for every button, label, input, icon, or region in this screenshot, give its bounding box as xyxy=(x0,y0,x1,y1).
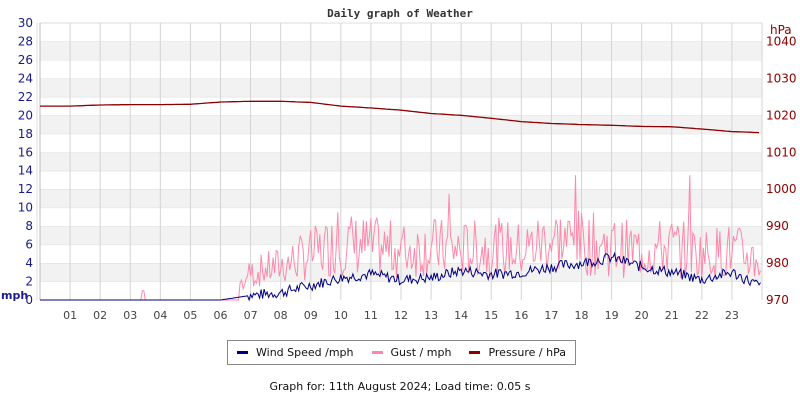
svg-text:11: 11 xyxy=(364,309,378,322)
svg-text:04: 04 xyxy=(153,309,167,322)
svg-text:990: 990 xyxy=(766,219,789,233)
footer-status: Graph for: 11th August 2024; Load time: … xyxy=(269,380,531,393)
svg-text:1020: 1020 xyxy=(766,108,797,122)
hour-gridlines xyxy=(69,23,763,300)
legend-item-gust: Gust / mph xyxy=(371,346,452,359)
svg-text:16: 16 xyxy=(18,145,33,159)
svg-text:30: 30 xyxy=(18,16,33,30)
chart-legend: Wind Speed /mph Gust / mph Pressure / hP… xyxy=(227,340,576,365)
wind-speed-swatch-icon xyxy=(237,351,248,354)
svg-text:02: 02 xyxy=(93,309,107,322)
svg-text:2: 2 xyxy=(25,275,33,289)
svg-text:19: 19 xyxy=(605,309,619,322)
legend-label: Wind Speed /mph xyxy=(256,346,354,359)
legend-label: Pressure / hPa xyxy=(488,346,566,359)
svg-text:1030: 1030 xyxy=(766,71,797,85)
svg-text:1010: 1010 xyxy=(766,145,797,159)
svg-text:28: 28 xyxy=(18,34,33,48)
svg-text:16: 16 xyxy=(514,309,528,322)
y-axis-right-unit: hPa xyxy=(770,23,792,37)
pressure-swatch-icon xyxy=(469,351,481,354)
svg-text:07: 07 xyxy=(244,309,258,322)
svg-text:13: 13 xyxy=(424,309,438,322)
pressure-series-line xyxy=(40,100,760,134)
svg-text:24: 24 xyxy=(18,71,33,85)
svg-text:03: 03 xyxy=(123,309,137,322)
wind-speed-series-line xyxy=(40,251,761,302)
svg-text:23: 23 xyxy=(725,309,739,322)
svg-text:1040: 1040 xyxy=(766,34,797,48)
svg-text:12: 12 xyxy=(394,309,408,322)
svg-text:14: 14 xyxy=(18,164,33,178)
legend-item-wind-speed: Wind Speed /mph xyxy=(237,346,354,359)
svg-text:20: 20 xyxy=(635,309,649,322)
svg-text:18: 18 xyxy=(575,309,589,322)
legend-label: Gust / mph xyxy=(390,346,452,359)
svg-text:22: 22 xyxy=(695,309,709,322)
svg-text:8: 8 xyxy=(25,219,33,233)
svg-text:12: 12 xyxy=(18,182,33,196)
svg-text:01: 01 xyxy=(63,309,77,322)
svg-text:20: 20 xyxy=(18,108,33,122)
svg-text:26: 26 xyxy=(18,53,33,67)
svg-text:970: 970 xyxy=(766,293,789,307)
x-axis-ticks: 01 02 03 04 05 06 07 08 09 10 11 12 13 14 15 16 17 18 19 20… xyxy=(63,309,739,322)
svg-text:08: 08 xyxy=(274,309,288,322)
legend-item-pressure: Pressure / hPa xyxy=(469,346,566,359)
svg-text:1000: 1000 xyxy=(766,182,797,196)
y-axis-right-ticks: 970 980 990 1000 1010 1020 1030 1040 xyxy=(766,34,797,307)
svg-text:0: 0 xyxy=(25,293,33,307)
svg-text:10: 10 xyxy=(334,309,348,322)
svg-text:09: 09 xyxy=(304,309,318,322)
chart-title: Daily graph of Weather xyxy=(327,7,473,20)
svg-text:10: 10 xyxy=(18,201,33,215)
svg-text:18: 18 xyxy=(18,127,33,141)
svg-text:980: 980 xyxy=(766,256,789,270)
svg-text:4: 4 xyxy=(25,256,33,270)
svg-text:05: 05 xyxy=(183,309,197,322)
svg-text:15: 15 xyxy=(484,309,498,322)
svg-text:14: 14 xyxy=(454,309,468,322)
gust-swatch-icon xyxy=(371,351,383,354)
svg-text:06: 06 xyxy=(214,309,228,322)
svg-text:6: 6 xyxy=(25,238,33,252)
svg-text:17: 17 xyxy=(544,309,558,322)
svg-text:22: 22 xyxy=(18,90,33,104)
svg-text:21: 21 xyxy=(665,309,679,322)
weather-chart: Daily graph of Weather 02468101214161820… xyxy=(1,7,797,322)
y-axis-left-unit: mph xyxy=(1,289,28,302)
